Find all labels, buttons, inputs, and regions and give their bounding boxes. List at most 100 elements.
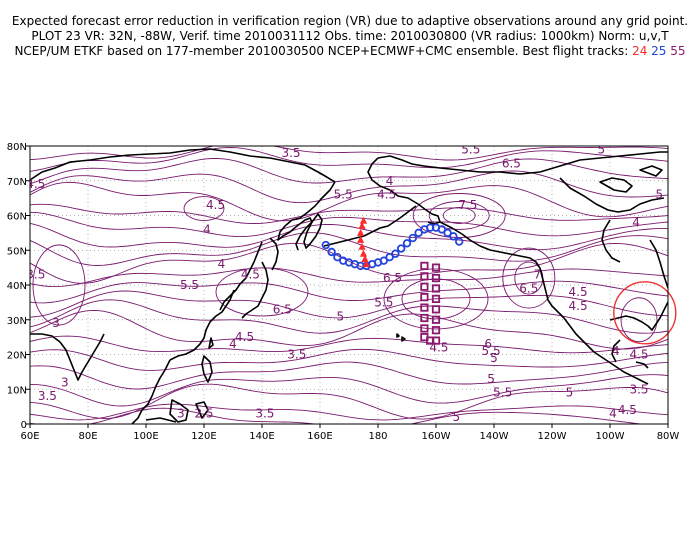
- contour-label: 3.5: [287, 348, 306, 362]
- contour-label: 5.5: [482, 344, 501, 358]
- track-55-marker: [431, 315, 441, 324]
- contour-line: [30, 267, 668, 288]
- contour-label: 5: [452, 410, 460, 424]
- axis-ticks: 0 10N 20N 30N 40N 50N 60N 70N 80N 60E 80E 100E 120E 1…: [7, 142, 680, 442]
- contour-label: 4: [203, 222, 211, 236]
- track-25-marker: [402, 239, 412, 248]
- track-25-marker: [391, 249, 400, 258]
- contour-field: [30, 146, 668, 424]
- lon-tick-label: 180: [368, 431, 387, 442]
- contour-label: 5: [655, 188, 663, 202]
- verification-region-circle: [613, 281, 677, 345]
- contour-label: 4.5: [206, 198, 225, 212]
- lon-tick-label: 60E: [20, 431, 39, 442]
- lon-tick-label: 80W: [657, 431, 680, 442]
- contour-label: 3.5: [38, 389, 57, 403]
- contour-label: 3.5: [281, 146, 300, 160]
- lat-tick-label: 0: [21, 420, 27, 431]
- contour-label: 4: [632, 215, 640, 229]
- track-25-marker: [414, 228, 423, 238]
- contour-label: 6.5: [502, 156, 521, 170]
- contour-line: [30, 335, 668, 354]
- contour-label: 4.5: [235, 330, 254, 344]
- contour-closed: [442, 207, 476, 224]
- track-25-label: 25: [651, 44, 667, 58]
- contour-label: 3: [61, 375, 69, 389]
- contour-label: 6.5: [519, 281, 538, 295]
- lat-tick-label: 10N: [7, 385, 27, 396]
- contour-line: [30, 361, 668, 390]
- track-24-marker: [357, 235, 365, 243]
- lon-tick-label: 160E: [307, 431, 332, 442]
- track-55-marker: [420, 261, 429, 270]
- contour-label: 5: [566, 386, 574, 400]
- contour-closed: [502, 247, 556, 309]
- contour-closed: [383, 268, 489, 330]
- title-line-3: NCEP/UM ETKF based on 177-member 2010030…: [0, 44, 700, 59]
- contour-line: [30, 280, 668, 304]
- contour-label: 7.5: [458, 198, 477, 212]
- contour-line: [30, 222, 668, 251]
- title-line-2: PLOT 23 VR: 32N, -88W, Verif. time 20100…: [31, 29, 669, 43]
- flight-tracks: [321, 216, 464, 345]
- track-24-marker: [358, 221, 366, 229]
- lat-tick-label: 40N: [7, 281, 27, 292]
- track-25-marker: [379, 256, 388, 265]
- contour-label: 4: [229, 337, 237, 351]
- contour-label: 5.5: [374, 295, 393, 309]
- lat-tick-label: 50N: [7, 246, 27, 257]
- lat-tick-label: 70N: [7, 177, 27, 188]
- track-24-marker: [362, 260, 370, 268]
- track-24-marker: [357, 228, 365, 236]
- contour-label: 5: [597, 142, 605, 156]
- track-25-marker: [327, 247, 336, 257]
- track-55-marker: [420, 313, 429, 323]
- title-line-1: Expected forecast error reduction in ver…: [11, 14, 689, 28]
- track-55-marker: [431, 326, 441, 335]
- contour-label: 4.5: [377, 188, 396, 202]
- lon-tick-label: 120W: [538, 431, 567, 442]
- contour-label: 2.5: [194, 407, 213, 421]
- track-24-marker: [361, 254, 369, 262]
- lat-tick-label: 30N: [7, 316, 27, 327]
- contour-label: 3.5: [629, 382, 648, 396]
- contour-line: [30, 290, 668, 319]
- track-25-marker: [443, 228, 452, 238]
- lon-tick-label: 100E: [133, 431, 158, 442]
- track-25-marker: [397, 244, 406, 253]
- track-55-marker: [431, 263, 441, 272]
- contour-label: 5.5: [493, 386, 512, 400]
- contour-label: 3.5: [26, 268, 45, 282]
- track-55-label: 55: [670, 44, 686, 58]
- contour-label: 3: [52, 316, 60, 330]
- contour-label: 4.5: [618, 403, 637, 417]
- contour-line: [30, 348, 668, 371]
- contour-label: 6: [484, 337, 492, 351]
- contour-line: [30, 158, 668, 185]
- contour-line: [30, 403, 668, 421]
- track-25-marker: [449, 232, 458, 241]
- contour-label: 5: [336, 309, 344, 323]
- track-55-marker: [431, 294, 441, 304]
- contour-label: 5.5: [180, 278, 199, 292]
- contour-label: 4: [218, 257, 226, 271]
- lon-tick-label: 100W: [596, 431, 625, 442]
- header: Expected forecast error reduction in ver…: [0, 14, 700, 59]
- contour-line: [30, 203, 668, 224]
- contour-label: 5: [487, 372, 495, 386]
- contour-label: 5.5: [334, 188, 353, 202]
- track-25-marker: [333, 253, 342, 262]
- contour-line: [30, 374, 668, 407]
- track-25-marker: [455, 237, 464, 246]
- contour-label: 3: [177, 407, 185, 421]
- contour-label: 5.5: [461, 142, 480, 156]
- contour-label: 4: [386, 174, 394, 188]
- contour-label: 7: [534, 268, 542, 282]
- track-25-marker: [385, 253, 394, 262]
- track-24-marker: [358, 242, 366, 250]
- lon-tick-label: 80E: [78, 431, 97, 442]
- track-55-marker: [420, 272, 429, 281]
- contour-label: 5: [490, 351, 498, 365]
- track-55-marker: [431, 284, 441, 293]
